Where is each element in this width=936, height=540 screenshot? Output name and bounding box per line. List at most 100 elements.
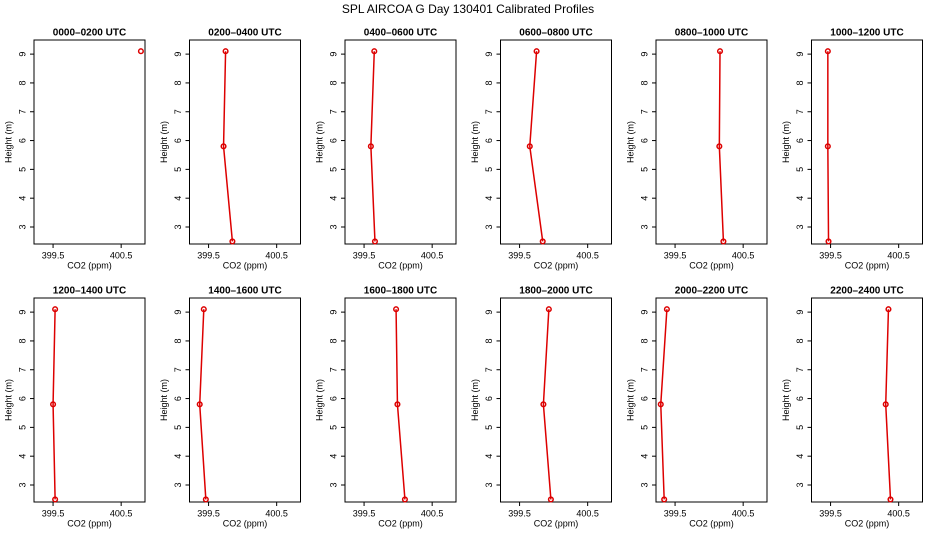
- y-tick-label: 4: [173, 196, 183, 201]
- x-tick-label: 399.5: [508, 250, 531, 260]
- y-tick-label: 6: [639, 138, 649, 143]
- y-tick-label: 4: [484, 454, 494, 459]
- y-tick-label: 3: [484, 224, 494, 229]
- data-point: [824, 48, 831, 55]
- y-tick-label: 6: [173, 138, 183, 143]
- data-point: [887, 496, 894, 503]
- panel: 0600–0800 UTC 399.5 400.5 3 4 5 6 7 8 9 CO2 (ppm) H…: [470, 28, 612, 270]
- profile-line: [884, 309, 892, 500]
- panel: 0000–0200 UTC 399.5 400.5 3 4 5 6 7 8 9 CO2 (ppm) H…: [3, 28, 146, 270]
- y-tick-label: 9: [328, 52, 338, 57]
- x-tick-label: 399.5: [819, 508, 842, 518]
- y-tick-label: 9: [173, 52, 183, 57]
- plot-box: [500, 297, 612, 503]
- profile-line: [198, 309, 207, 500]
- y-tick-label: 6: [17, 138, 27, 143]
- y-tick-label: 8: [328, 80, 338, 85]
- x-tick-label: 400.5: [110, 508, 133, 518]
- x-tick-label: 399.5: [42, 250, 65, 260]
- y-tick-label: 5: [173, 425, 183, 430]
- data-point: [196, 401, 203, 408]
- y-tick-label: 3: [328, 224, 338, 229]
- data-point: [394, 401, 401, 408]
- data-point: [661, 496, 668, 503]
- plot-box: [189, 39, 301, 245]
- plot-box: [344, 39, 457, 245]
- data-point: [52, 306, 59, 313]
- y-tick-label: 7: [484, 109, 494, 114]
- y-tick-label: 7: [639, 367, 649, 372]
- data-point: [526, 143, 533, 150]
- data-point: [545, 306, 552, 313]
- data-point: [371, 48, 378, 55]
- y-tick-label: 5: [795, 425, 805, 430]
- y-tick-label: 5: [17, 167, 27, 172]
- data-point: [367, 143, 374, 150]
- panel-title: 1200–1400 UTC: [53, 286, 126, 297]
- y-tick-label: 3: [639, 482, 649, 487]
- x-tick-label: 399.5: [353, 250, 376, 260]
- y-tick-label: 7: [173, 109, 183, 114]
- main-title: SPL AIRCOA G Day 130401 Calibrated Profi…: [342, 2, 594, 16]
- y-tick-label: 9: [484, 310, 494, 315]
- y-tick-label: 6: [484, 396, 494, 401]
- plot-box: [655, 297, 768, 503]
- profile-line: [529, 51, 544, 242]
- panel-title: 0000–0200 UTC: [53, 28, 126, 39]
- y-tick-label: 5: [639, 425, 649, 430]
- x-tick-label: 400.5: [576, 250, 599, 260]
- y-tick-label: 4: [17, 454, 27, 459]
- data-point: [202, 496, 209, 503]
- data-point: [716, 143, 723, 150]
- y-tick-label: 7: [17, 367, 27, 372]
- profile-line: [827, 51, 830, 242]
- y-tick-label: 3: [328, 482, 338, 487]
- data-point: [824, 143, 831, 150]
- y-tick-label: 3: [17, 224, 27, 229]
- y-tick-label: 4: [173, 454, 183, 459]
- data-point: [885, 306, 892, 313]
- x-axis-label: CO2 (ppm): [223, 518, 268, 528]
- panel-title: 1400–1600 UTC: [208, 286, 281, 297]
- y-tick-label: 3: [173, 224, 183, 229]
- data-point: [393, 306, 400, 313]
- x-tick-label: 400.5: [265, 250, 288, 260]
- y-tick-label: 3: [795, 224, 805, 229]
- y-tick-label: 6: [639, 396, 649, 401]
- profile-line: [370, 51, 376, 242]
- data-point: [539, 238, 546, 245]
- x-axis-label: CO2 (ppm): [845, 518, 890, 528]
- y-tick-label: 7: [484, 367, 494, 372]
- y-tick-label: 4: [639, 196, 649, 201]
- profile-line: [395, 309, 406, 500]
- plot-box: [500, 39, 612, 245]
- panel: 0400–0600 UTC 399.5 400.5 3 4 5 6 7 8 9 CO2 (ppm) H…: [314, 28, 457, 270]
- y-tick-label: 9: [639, 310, 649, 315]
- y-tick-label: 7: [17, 109, 27, 114]
- x-tick-label: 400.5: [887, 508, 910, 518]
- data-point: [663, 306, 670, 313]
- data-point: [657, 401, 664, 408]
- x-tick-label: 399.5: [664, 250, 687, 260]
- y-tick-label: 5: [795, 167, 805, 172]
- x-tick-label: 400.5: [421, 508, 444, 518]
- y-tick-label: 9: [17, 52, 27, 57]
- y-tick-label: 8: [795, 80, 805, 85]
- panel: 1000–1200 UTC 399.5 400.5 3 4 5 6 7 8 9 CO2 (ppm) H…: [781, 28, 923, 270]
- y-tick-label: 8: [17, 80, 27, 85]
- y-tick-label: 8: [484, 338, 494, 343]
- data-point: [882, 401, 889, 408]
- x-tick-label: 400.5: [265, 508, 288, 518]
- x-axis-label: CO2 (ppm): [67, 518, 112, 528]
- y-tick-label: 9: [795, 310, 805, 315]
- y-tick-label: 4: [795, 196, 805, 201]
- plot-box: [33, 297, 146, 503]
- y-tick-label: 7: [795, 109, 805, 114]
- data-point: [50, 401, 57, 408]
- y-tick-label: 5: [17, 425, 27, 430]
- data-point: [220, 143, 227, 150]
- panel: 1800–2000 UTC 399.5 400.5 3 4 5 6 7 8 9 CO2 (ppm) H…: [470, 286, 612, 528]
- y-tick-label: 4: [328, 454, 338, 459]
- data-point: [547, 496, 554, 503]
